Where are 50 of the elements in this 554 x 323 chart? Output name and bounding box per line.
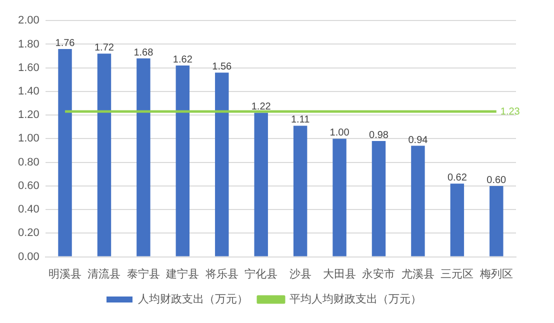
data-label: 1.62 — [172, 54, 193, 66]
x-tick-label: 建宁县 — [165, 267, 200, 280]
bar — [58, 48, 72, 256]
data-label: 1.76 — [55, 38, 76, 49]
y-tick-label: 1.60 — [18, 62, 40, 74]
x-tick-label: 宁化县 — [244, 267, 278, 280]
bar — [97, 54, 112, 256]
bar — [372, 141, 386, 256]
x-tick-label: 泰宁县 — [126, 267, 160, 280]
x-tick-label: 尤溪县 — [401, 268, 434, 280]
bar — [450, 184, 464, 256]
bar — [215, 72, 229, 256]
data-label: 0.60 — [486, 174, 507, 186]
data-label: 1.72 — [94, 42, 114, 54]
bar — [176, 65, 190, 256]
data-label: 0.94 — [408, 134, 428, 146]
x-tick-label: 清流县 — [88, 267, 121, 280]
y-tick-label: 1.40 — [18, 85, 40, 98]
x-tick-label: 沙县 — [289, 267, 312, 280]
legend-label: 人均财政支出（万元） — [138, 292, 248, 306]
y-tick-label: 1.20 — [18, 109, 40, 122]
legend-label: 平均人均财政支出（万元） — [290, 292, 422, 306]
y-tick-label: 0.80 — [18, 156, 40, 168]
y-tick-label: 0.20 — [18, 227, 40, 240]
x-tick-label: 梅列区 — [478, 268, 513, 280]
bar — [332, 138, 346, 256]
data-label: 0.62 — [447, 172, 468, 184]
bar — [293, 126, 308, 256]
data-label: 1.68 — [134, 47, 154, 58]
bar — [411, 146, 425, 256]
bar — [254, 112, 268, 256]
y-tick-label: 0.40 — [18, 204, 40, 216]
y-tick-label: 2.00 — [18, 14, 40, 27]
x-tick-label: 大田县 — [323, 267, 356, 280]
x-tick-label: 三元区 — [440, 268, 474, 280]
x-tick-label: 明溪县 — [48, 268, 82, 280]
data-label: 1.22 — [251, 102, 272, 113]
data-label: 1.56 — [212, 62, 232, 73]
data-label: 1.00 — [330, 128, 350, 139]
x-tick-label: 永安市 — [362, 267, 396, 280]
bar — [490, 186, 504, 256]
y-tick-label: 1.80 — [18, 38, 40, 50]
data-label: 1.11 — [290, 114, 310, 126]
y-tick-label: 0.00 — [18, 250, 40, 263]
y-tick-label: 0.60 — [18, 180, 40, 192]
data-label: 1.23 — [500, 106, 520, 118]
bar — [136, 58, 150, 256]
x-tick-label: 将乐县 — [204, 267, 238, 280]
data-label: 0.98 — [369, 130, 389, 142]
y-tick-label: 1.00 — [18, 132, 40, 145]
